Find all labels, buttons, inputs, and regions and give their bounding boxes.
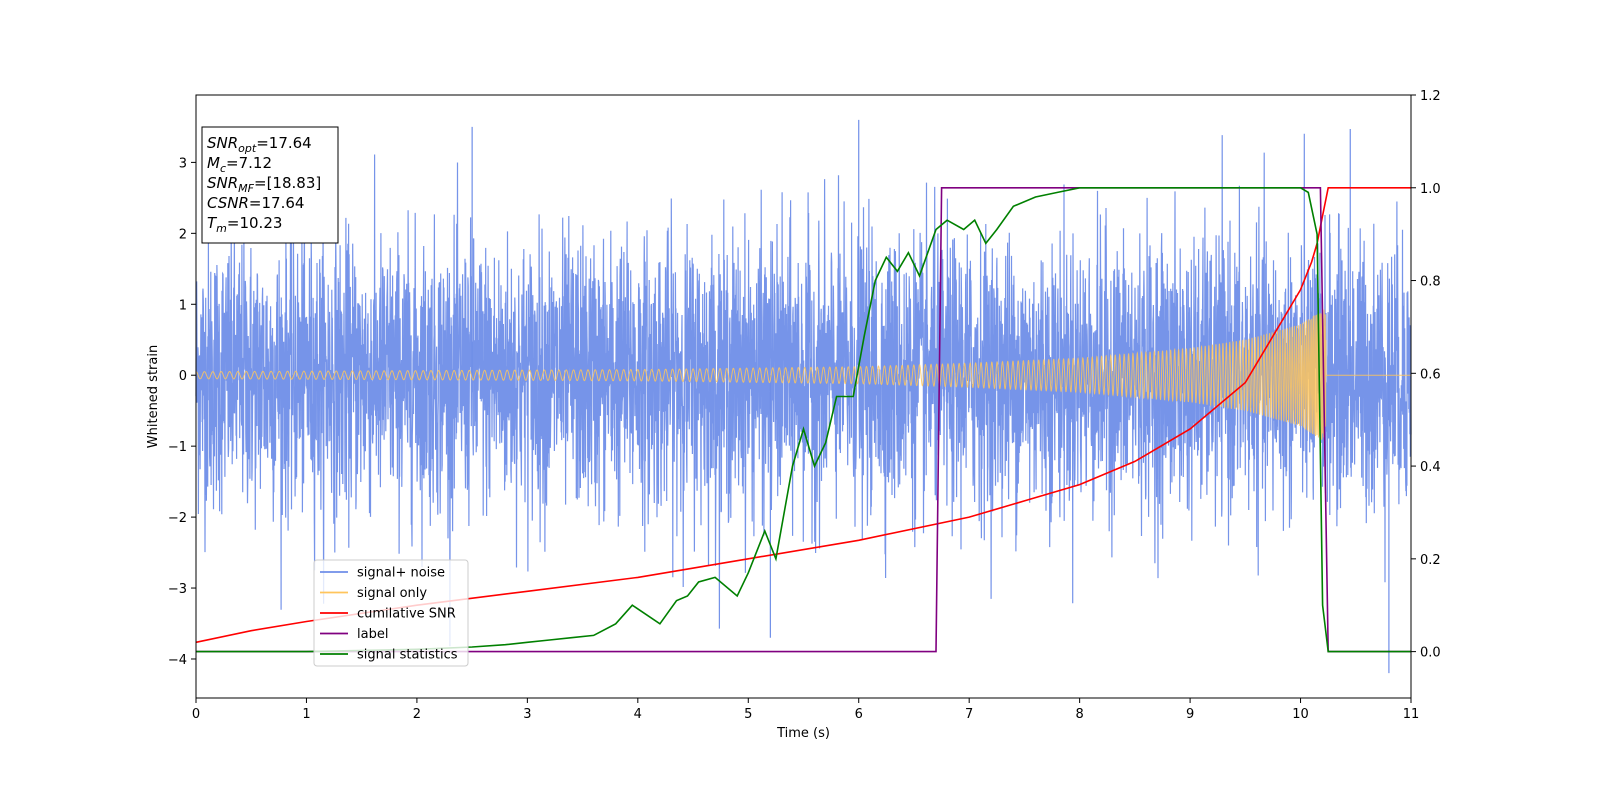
x-tick-label: 1 (302, 707, 310, 722)
series-signal-only (195, 309, 1411, 440)
legend-entry: signal only (357, 586, 427, 601)
plot-frame (195, 94, 1412, 699)
y2-tick-label: 0.0 (1420, 646, 1441, 661)
series-signal-statistics (196, 187, 1411, 653)
y-tick-label: −2 (168, 511, 187, 526)
x-tick-label: 10 (1292, 707, 1309, 722)
y-tick-label: −4 (168, 653, 187, 668)
x-tick-label: 8 (1075, 707, 1083, 722)
info-box-line: Tm=10.23 (207, 214, 282, 235)
y-tick-label: 0 (179, 369, 187, 384)
y2-tick-label: 0.4 (1420, 460, 1441, 475)
legend-frame (313, 559, 469, 667)
x-tick-label: 4 (634, 707, 642, 722)
x-axis-label: Time (s) (776, 726, 830, 741)
y2-tick-label: 1.2 (1420, 89, 1441, 104)
legend-entry: signal statistics (357, 648, 458, 663)
legend-entry: cumilative SNR (357, 607, 456, 622)
x-tick-label: 6 (855, 707, 863, 722)
y2-tick-label: 1.0 (1420, 182, 1441, 197)
x-tick-label: 0 (192, 707, 200, 722)
signal-layer (195, 309, 1411, 440)
legend-entry: label (357, 627, 388, 642)
x-tick-label: 11 (1403, 707, 1420, 722)
x-tick-label: 3 (523, 707, 531, 722)
y-tick-label: −3 (168, 582, 187, 597)
x-tick-label: 2 (413, 707, 421, 722)
y2-tick-label: 0.8 (1420, 275, 1441, 290)
x-tick-label: 5 (744, 707, 752, 722)
x-tick-label: 7 (965, 707, 973, 722)
info-box-frame (201, 126, 339, 244)
y-axis-right: 0.0 0.2 0.4 0.6 0.8 1.0 1.2 (1411, 89, 1441, 661)
info-box-line: SNRopt=17.64 (207, 134, 312, 155)
y-tick-label: −1 (168, 440, 187, 455)
info-box-line: Mc=7.12 (207, 154, 272, 175)
y-tick-label: 3 (179, 156, 187, 171)
x-axis: 0 1 2 3 4 5 6 7 8 9 10 11 (192, 698, 1419, 722)
legend-entry: signal+ noise (357, 566, 445, 581)
y2-tick-label: 0.2 (1420, 553, 1441, 568)
x-tick-label: 9 (1186, 707, 1194, 722)
y2-tick-label: 0.6 (1420, 367, 1441, 382)
y-axis-left: −4 −3 −2 −1 0 1 2 3 (168, 156, 196, 668)
y-tick-label: 1 (179, 298, 187, 313)
y-axis-label: Whitened strain (146, 345, 161, 448)
y-tick-label: 2 (179, 227, 187, 242)
info-box: SNRopt=17.64Mc=7.12SNRMF=[18.83]CSNR=17.… (201, 126, 339, 244)
legend: signal+ noise signal only cumilative SNR la… (313, 559, 469, 667)
info-box-line: SNRMF=[18.83] (207, 174, 321, 195)
info-box-line: CSNR=17.64 (207, 194, 304, 212)
